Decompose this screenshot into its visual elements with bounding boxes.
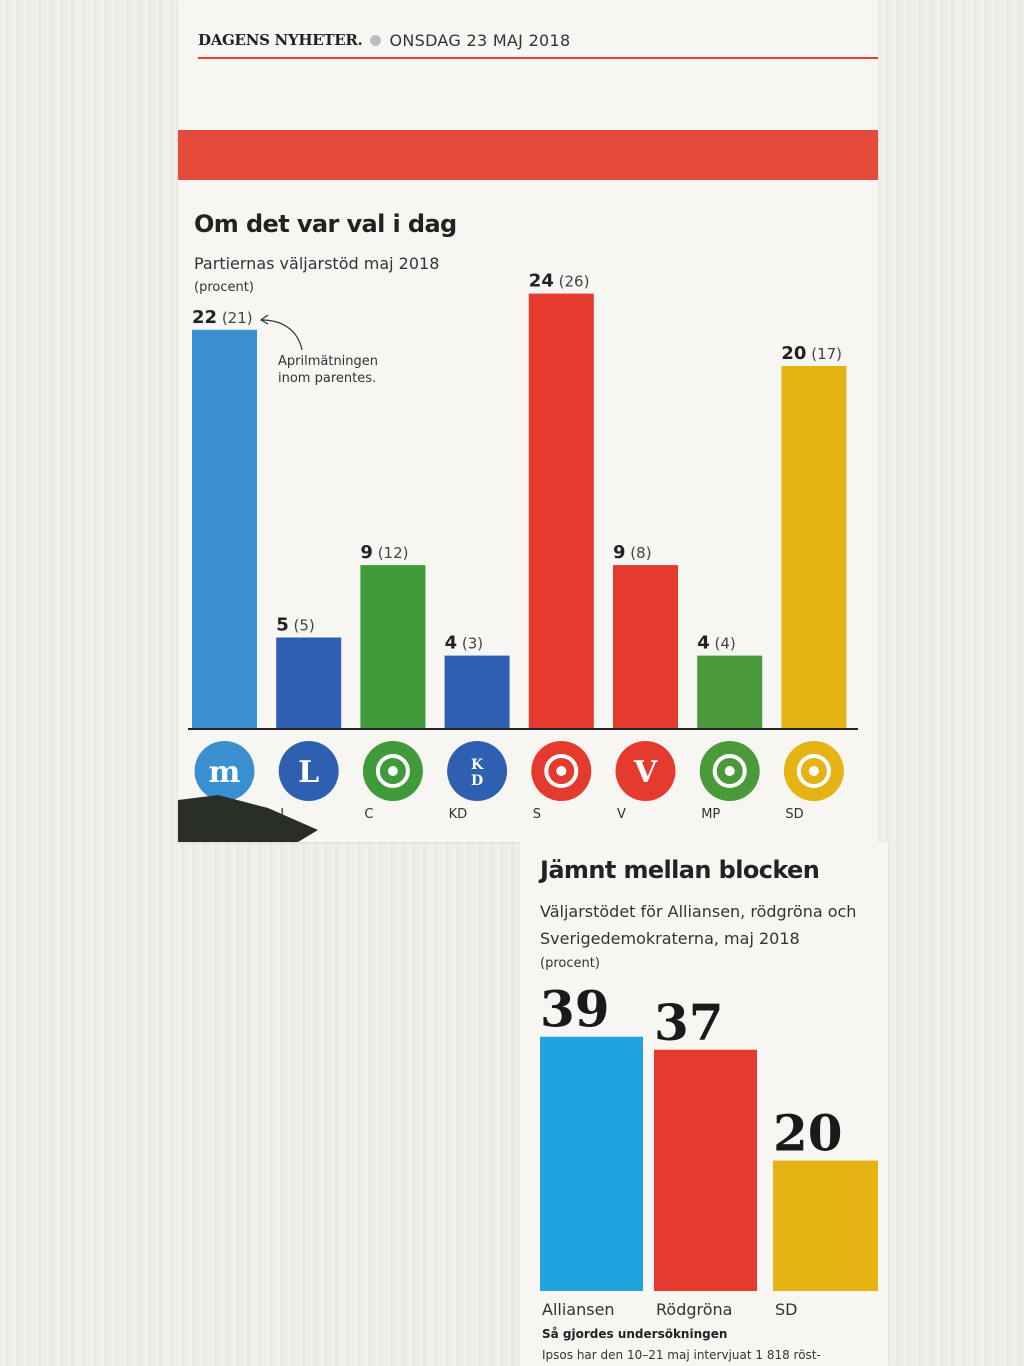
logo-letter: L <box>298 755 319 790</box>
tick-label-v: V <box>617 807 626 822</box>
kristdemokraterna-logo-icon: KD <box>447 741 508 801</box>
value-label-sd: 20 (17) <box>781 343 842 364</box>
value-label-mp: 4 (4) <box>697 633 736 654</box>
value-label-sd: 20 <box>773 1104 843 1163</box>
value-label-v: 9 (8) <box>613 542 652 563</box>
logo-disc <box>278 741 339 801</box>
moderaterna-logo-icon: m <box>194 741 255 801</box>
clipping-bloc-support: Jämnt mellan blocken Väljarstödet för Al… <box>520 842 888 1366</box>
logo-letter: m <box>209 755 241 790</box>
clipping-party-support: DAGENS NYHETER. ONSDAG 23 MAJ 2018 Om de… <box>178 0 878 842</box>
logo-emblem-center <box>724 766 735 776</box>
value-label-kd: 4 (3) <box>445 633 484 654</box>
value-label-m: 22 (21) <box>192 307 253 328</box>
separator-dot-icon <box>370 34 382 46</box>
chart1-title: Om det var val i dag <box>194 210 457 238</box>
method-title: Så gjordes undersökningen <box>542 1327 728 1341</box>
centerpartiet-logo-icon <box>362 741 423 801</box>
publication-date: ONSDAG 23 MAJ 2018 <box>389 30 571 50</box>
bar-l <box>276 637 342 728</box>
bar-kd <box>444 655 510 728</box>
newspaper-name: DAGENS NYHETER. <box>198 31 363 49</box>
bar-alliansen <box>540 1036 643 1291</box>
tick-label-c: C <box>364 807 373 822</box>
tick-label-s: S <box>533 807 541 822</box>
bar-sd <box>773 1160 878 1291</box>
logo-emblem <box>375 754 410 788</box>
chart1-unit: (procent) <box>194 280 254 295</box>
bar-c <box>360 565 426 728</box>
bar-v <box>613 565 678 728</box>
value-label-alliansen: 39 <box>540 980 610 1039</box>
annotation-arrow-icon <box>259 314 303 351</box>
socialdemokraterna-logo-icon <box>531 741 592 801</box>
category-label-alliansen: Alliansen <box>542 1300 615 1319</box>
logo-letter: K <box>471 757 484 773</box>
logo-emblem <box>544 754 579 788</box>
logo-emblem <box>796 754 831 788</box>
logo-emblem-center <box>556 766 567 776</box>
logo-disc <box>194 741 255 801</box>
vansterpartiet-logo-icon: V <box>615 741 676 801</box>
tick-label-sd: SD <box>785 807 803 822</box>
logo-letter: V <box>633 755 658 790</box>
logo-emblem-center <box>808 766 819 776</box>
tick-label-kd: KD <box>449 807 468 822</box>
torn-corner <box>178 795 318 842</box>
method-text: Ipsos har den 10–21 maj intervjuat 1 818… <box>542 1348 821 1362</box>
chart1-annotation: Aprilmätningen inom parentes. <box>278 354 379 386</box>
category-label-rodgrona: Rödgröna <box>656 1300 732 1319</box>
sverigedemokraterna-logo-icon <box>783 741 844 801</box>
chart2-title: Jämnt mellan blocken <box>540 856 820 884</box>
liberalerna-logo-icon: L <box>278 741 339 801</box>
logo-disc <box>447 741 508 801</box>
logo-emblem <box>712 754 747 788</box>
chart1-subtitle: Partiernas väljarstöd maj 2018 <box>194 254 440 273</box>
value-label-s: 24 (26) <box>529 271 590 292</box>
miljopartiet-logo-icon <box>699 741 760 801</box>
chart2-subtitle: Väljarstödet för Alliansen, rödgröna och… <box>540 902 857 948</box>
category-label-sd: SD <box>775 1300 797 1319</box>
bar-sd <box>781 366 847 728</box>
header-rule <box>198 57 878 59</box>
tick-label-mp: MP <box>701 807 720 822</box>
value-label-rodgrona: 37 <box>654 993 724 1052</box>
chart2-unit: (procent) <box>540 956 600 971</box>
masthead: DAGENS NYHETER. ONSDAG 23 MAJ 2018 <box>198 28 571 52</box>
bar-s <box>528 293 594 728</box>
bar-m <box>192 329 257 728</box>
tick-label-l: L <box>280 807 288 822</box>
bloc-support-chart: 39 Alliansen 37 Rödgröna 20 SD <box>540 980 878 1319</box>
value-label-c: 9 (12) <box>360 542 408 563</box>
logo-emblem-center <box>387 766 398 776</box>
logo-disc <box>615 741 676 801</box>
bar-mp <box>697 655 763 728</box>
logo-letter: D <box>471 773 483 789</box>
red-banner <box>178 130 878 180</box>
bar-rodgrona <box>654 1049 757 1291</box>
value-label-l: 5 (5) <box>276 615 315 636</box>
